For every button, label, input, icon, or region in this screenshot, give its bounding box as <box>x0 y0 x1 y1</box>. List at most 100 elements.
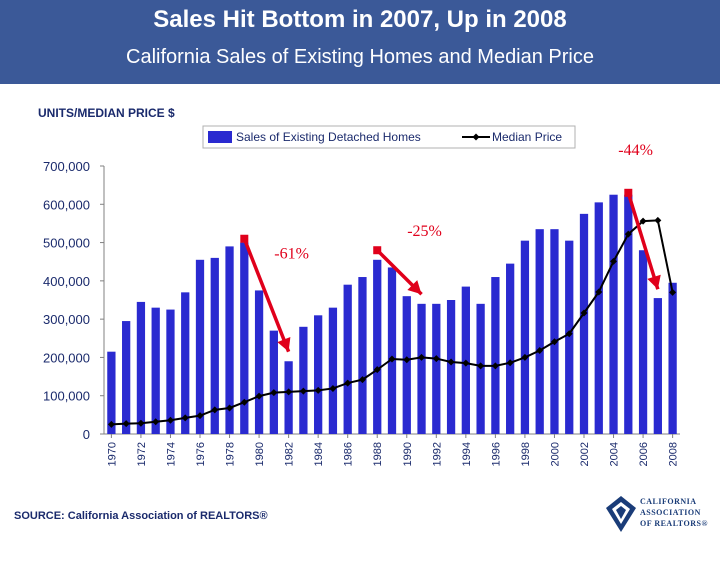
bar <box>122 321 131 434</box>
y-tick-label: 0 <box>83 427 90 442</box>
car-logo: CALIFORNIA ASSOCIATION OF REALTORS® <box>604 492 716 536</box>
logo-line-3: OF REALTORS® <box>640 519 708 528</box>
decline-annotations: -61% -25% -44% <box>240 142 661 353</box>
x-tick-label: 1970 <box>106 442 118 466</box>
bar <box>638 250 648 434</box>
line-point <box>166 416 174 424</box>
line-point <box>477 362 485 370</box>
source-note: SOURCE: California Association of REALTO… <box>14 510 268 522</box>
line-point <box>373 366 381 374</box>
bar <box>565 240 574 434</box>
line-point <box>447 358 455 366</box>
bar <box>624 194 633 434</box>
bar <box>387 267 397 434</box>
line-point <box>240 398 248 406</box>
sales-price-chart: Sales of Existing Detached Homes Median P… <box>43 125 680 466</box>
legend-bar-label: Sales of Existing Detached Homes <box>236 130 421 144</box>
y-tick-label: 200,000 <box>43 350 90 365</box>
chart-legend: Sales of Existing Detached Homes Median P… <box>202 125 576 149</box>
line-point <box>122 420 130 428</box>
annotation-label: -61% <box>274 246 309 263</box>
line-point <box>432 355 440 363</box>
bar <box>299 326 308 434</box>
logo-mark-icon <box>606 496 636 532</box>
bar <box>535 229 544 434</box>
line-point <box>107 420 115 428</box>
line-point <box>270 389 278 397</box>
line-point <box>314 386 322 394</box>
x-tick-label: 1982 <box>284 442 296 466</box>
x-tick-label: 2002 <box>579 442 591 466</box>
annotation-arrow-shaft <box>242 238 291 353</box>
bar <box>579 213 589 434</box>
bar <box>151 307 160 434</box>
line-point <box>580 309 588 317</box>
line-point <box>344 379 352 387</box>
line-point <box>595 288 603 296</box>
x-tick-label: 2006 <box>638 442 650 466</box>
annotation-arrowhead <box>407 280 422 295</box>
legend-line-marker <box>472 133 480 141</box>
logo-line-2: ASSOCIATION <box>640 508 701 517</box>
logo-line-1: CALIFORNIA <box>640 497 697 506</box>
line-point <box>137 419 145 427</box>
line-point <box>226 404 234 412</box>
bar <box>594 202 603 434</box>
bar <box>210 257 219 434</box>
line-point <box>506 359 514 367</box>
legend-box <box>202 125 576 149</box>
bar <box>446 300 456 434</box>
bar <box>269 330 278 434</box>
bar <box>491 277 500 434</box>
line-point <box>491 362 499 370</box>
line-point <box>403 356 411 364</box>
bar-series <box>107 194 677 434</box>
line-point <box>285 388 293 396</box>
line-point <box>255 392 263 400</box>
annotation-label: -44% <box>618 142 653 159</box>
line-point <box>521 353 529 361</box>
x-tick-label: 1994 <box>461 442 473 466</box>
y-tick-label: 300,000 <box>43 312 90 327</box>
x-tick-label: 1978 <box>225 442 237 466</box>
bar <box>240 242 249 434</box>
x-tick-label: 1996 <box>490 442 502 466</box>
x-tick-label: 2004 <box>609 442 621 466</box>
header-banner: Sales Hit Bottom in 2007, Up in 2008 Cal… <box>0 0 720 84</box>
x-tick-label: 1980 <box>254 442 266 466</box>
bar <box>609 194 618 434</box>
bar <box>358 277 367 434</box>
bar <box>550 229 559 434</box>
bar <box>107 351 116 434</box>
line-point <box>299 387 307 395</box>
y-tick-label: 500,000 <box>43 236 90 251</box>
x-tick-label: 1990 <box>402 442 414 466</box>
x-tick-label: 2000 <box>549 442 561 466</box>
line-point <box>550 338 558 346</box>
line-point <box>462 359 470 367</box>
line-point <box>639 217 647 225</box>
bar <box>343 284 352 434</box>
line-point <box>669 288 677 296</box>
x-tick-label: 1998 <box>520 442 532 466</box>
x-tick-label: 1974 <box>165 442 177 466</box>
line-point <box>211 406 219 414</box>
y-tick-label: 400,000 <box>43 274 90 289</box>
bar <box>195 259 205 434</box>
bar <box>520 240 530 434</box>
bar <box>254 290 264 434</box>
x-tick-label: 1986 <box>343 442 355 466</box>
x-tick-label: 1992 <box>431 442 443 466</box>
bar <box>328 307 338 434</box>
logo-text: CALIFORNIA ASSOCIATION OF REALTORS® <box>640 496 708 529</box>
page-subtitle: California Sales of Existing Homes and M… <box>126 46 594 68</box>
line-point <box>565 330 573 338</box>
bar <box>373 259 382 434</box>
x-tick-label: 1972 <box>136 442 148 466</box>
y-tick-label: 100,000 <box>43 389 90 404</box>
bar <box>166 309 175 434</box>
bar <box>417 303 426 434</box>
line-point <box>654 216 662 224</box>
x-tick-label: 1984 <box>313 442 325 466</box>
bar <box>225 246 234 434</box>
